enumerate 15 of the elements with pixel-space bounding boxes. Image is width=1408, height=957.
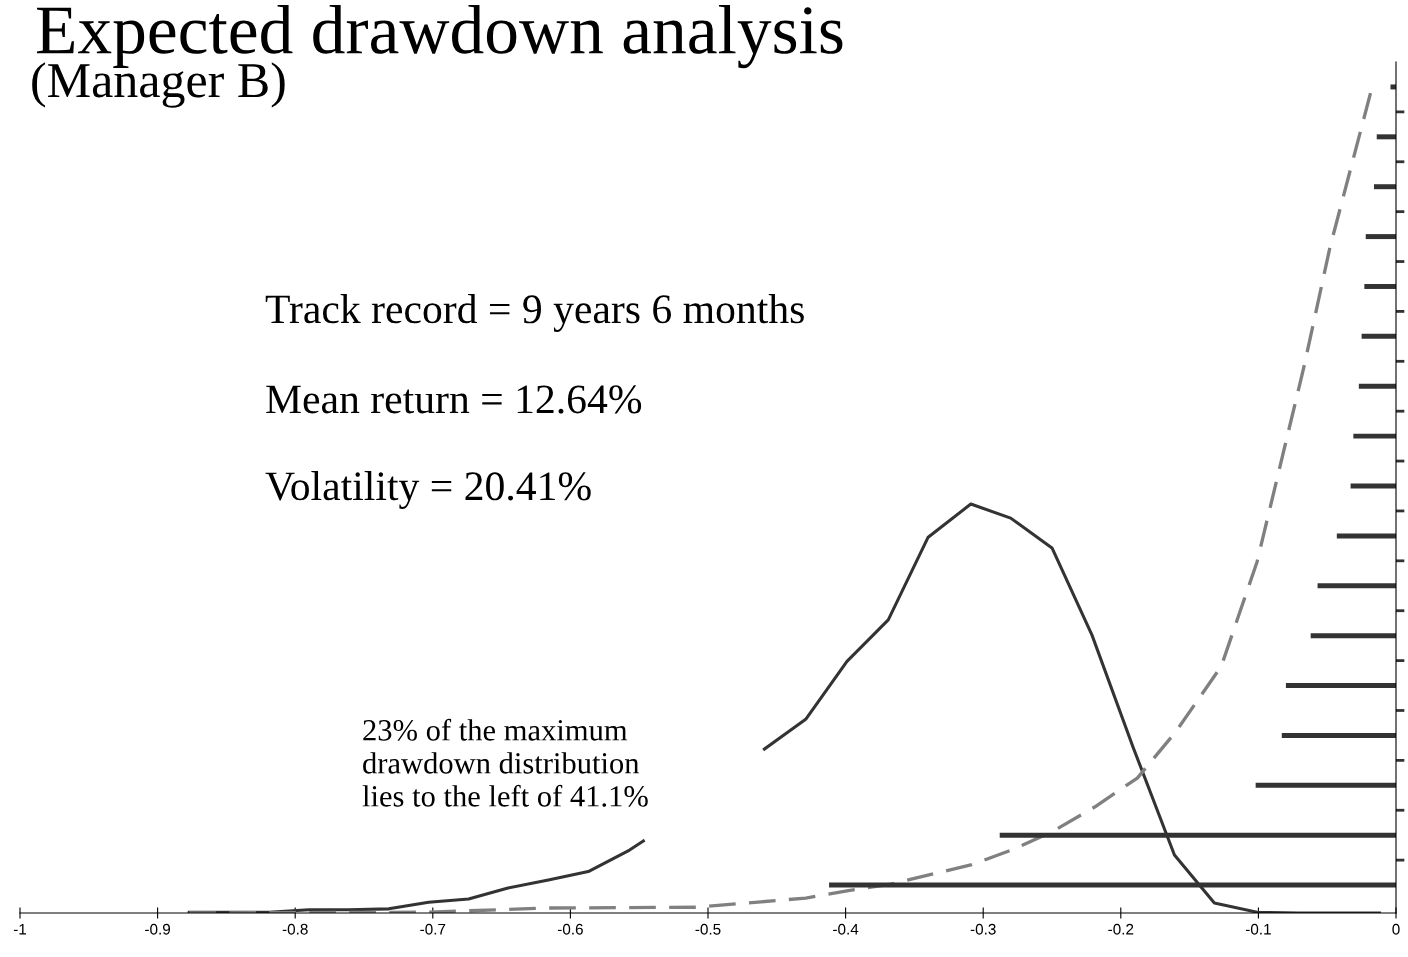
x-tick-label: 0 [1392, 923, 1400, 935]
x-tick-label: -0.8 [282, 923, 308, 935]
annotation: 23% of the maximum drawdown distribution lies to the left of 41.1% [362, 718, 648, 807]
x-tick-label: -0.7 [420, 923, 446, 935]
annotation: Volatility = 20.41% [265, 471, 591, 509]
x-tick-label: -0.5 [695, 923, 721, 935]
x-tick-label: -1 [13, 923, 27, 935]
x-tick-label: -0.9 [145, 923, 171, 935]
x-tick-label: -0.3 [970, 923, 996, 935]
annotation: Mean return = 12.64% [266, 385, 642, 414]
x-tick-label: -0.2 [1108, 923, 1134, 935]
x-tick-label: -0.1 [1245, 923, 1271, 935]
annotation: Track record = 9 years 6 months [265, 294, 804, 332]
x-tick-label: -0.4 [833, 923, 859, 935]
x-tick-label: -0.6 [557, 923, 583, 935]
